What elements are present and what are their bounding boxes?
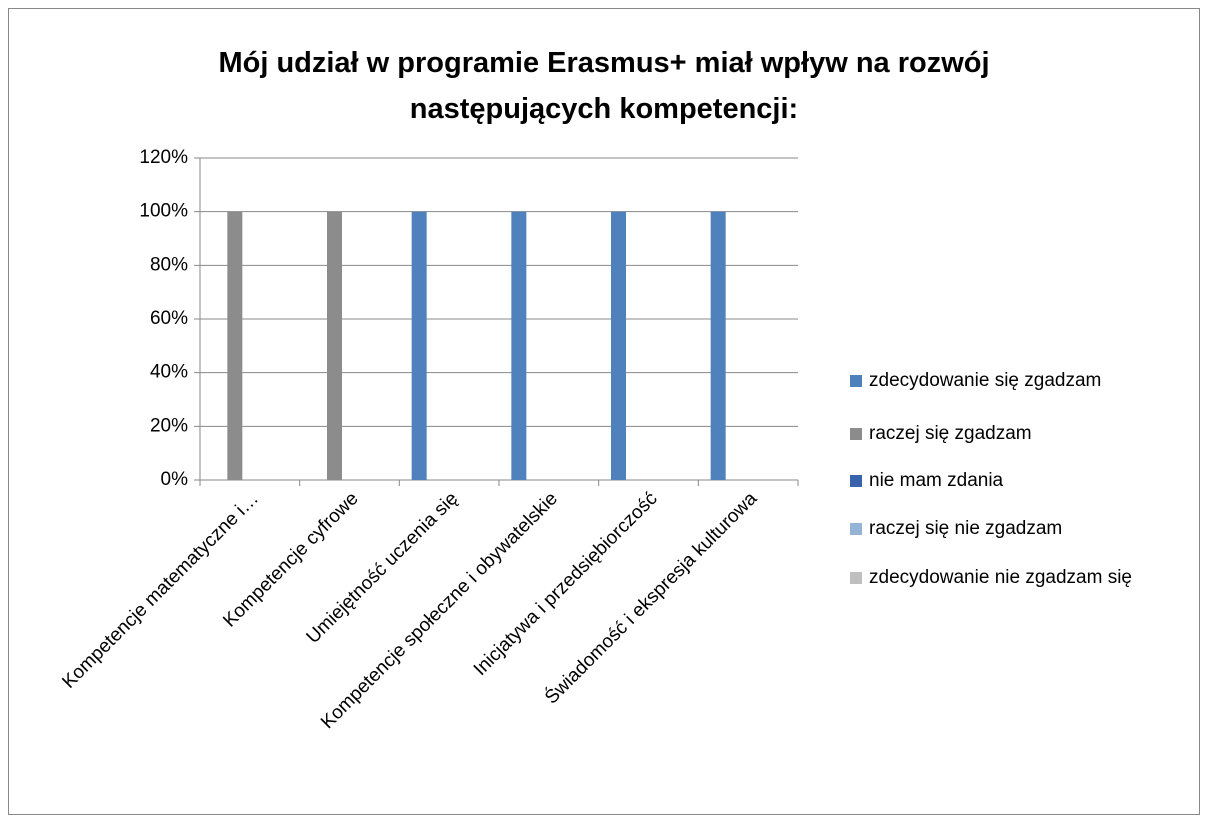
bar (227, 211, 243, 480)
bar (411, 211, 427, 480)
legend-label: zdecydowanie się zgadzam (869, 370, 1101, 391)
bar (611, 211, 626, 480)
chart-title: Mój udział w programie Erasmus+ miał wpł… (218, 47, 990, 125)
legend-label: nie mam zdania (869, 470, 1004, 491)
chart-border (8, 8, 1200, 815)
legend-swatch (850, 572, 862, 584)
bar (511, 211, 527, 480)
y-tick-label: 60% (150, 308, 188, 329)
bar (710, 211, 726, 480)
legend-label: raczej się nie zgadzam (869, 518, 1062, 539)
legend-swatch (850, 375, 862, 387)
legend-label: zdecydowanie nie zgadzam się (869, 567, 1132, 588)
y-tick-label: 100% (139, 201, 188, 222)
legend-swatch (850, 523, 862, 535)
y-tick-label: 40% (150, 362, 188, 383)
y-tick-label: 20% (150, 415, 188, 436)
legend-label: raczej się zgadzam (869, 423, 1032, 444)
bar (327, 211, 342, 480)
legend-swatch (850, 475, 862, 487)
y-tick-label: 0% (161, 469, 189, 490)
y-tick-label: 80% (150, 254, 188, 275)
y-tick-label: 120% (139, 147, 188, 168)
legend-swatch (850, 428, 862, 440)
